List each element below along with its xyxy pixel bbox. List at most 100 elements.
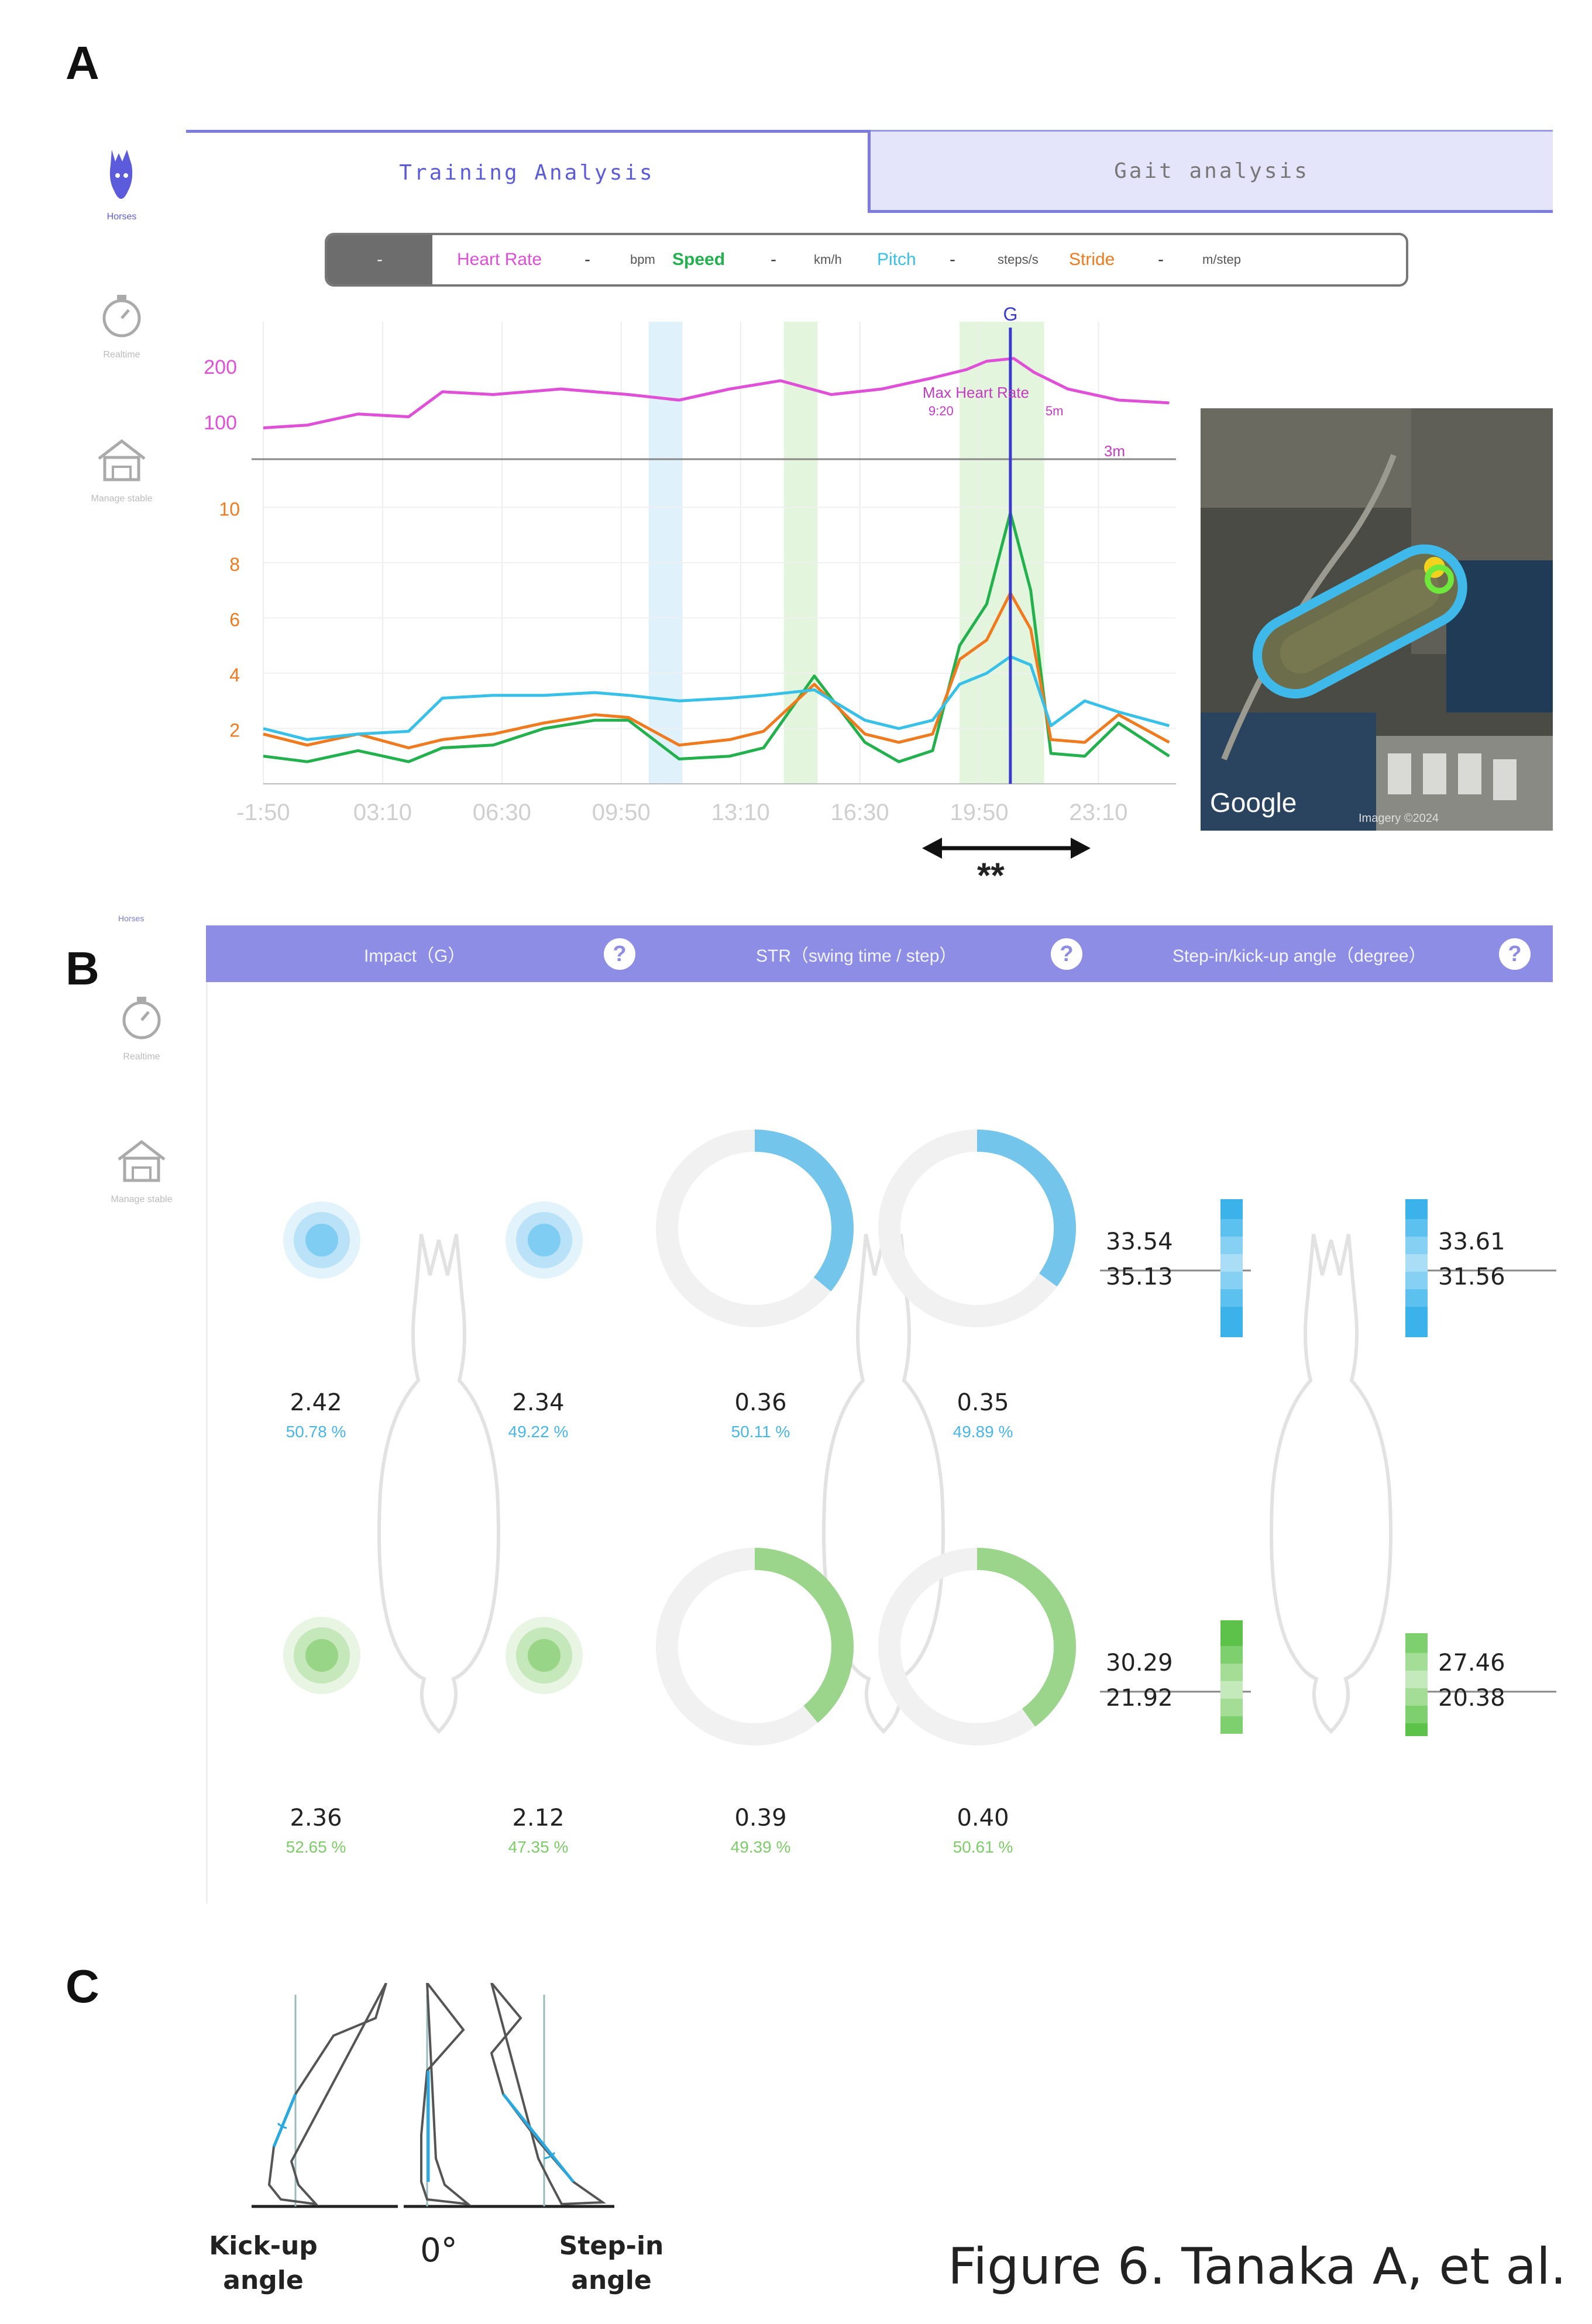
stride-unit: m/step <box>1202 252 1242 267</box>
horse-silhouette <box>822 1234 945 1734</box>
impact-help-icon[interactable]: ? <box>604 938 635 970</box>
x-tick-label: -1:50 <box>236 800 290 825</box>
map-attribution: Imagery ©2024 <box>1359 812 1439 825</box>
highlight-band-0 <box>648 322 683 784</box>
str-hind-left-ring-arc <box>754 1548 854 1723</box>
angle-front-left-top: 33.54 <box>1106 1228 1173 1255</box>
sidebar-item-realtime[interactable]: Realtime <box>69 292 174 360</box>
impact-front-right-pct: 49.22 % <box>508 1423 569 1441</box>
sidebar-item-manage-stable[interactable]: Manage stable <box>89 1137 194 1205</box>
heart-rate-value: - <box>584 250 590 269</box>
tab-gait-analysis[interactable]: Gait analysis <box>871 130 1553 213</box>
panel-label-b: B <box>66 942 99 994</box>
pitch-label: Pitch <box>877 250 916 269</box>
heart-rate-label: Heart Rate <box>457 250 542 269</box>
hr-annotation: 3m <box>1104 442 1125 460</box>
analysis-tabs: Training Analysis Gait analysis <box>186 130 1553 213</box>
impact-front-left-pct: 50.78 % <box>286 1423 346 1441</box>
pitch-value: - <box>950 250 955 269</box>
impact-front-left-marker <box>283 1201 360 1279</box>
angle-hind-left-top: 30.29 <box>1106 1650 1173 1676</box>
impact-front-left-value: 2.42 <box>290 1389 342 1416</box>
angle-front-left-bar <box>1220 1199 1243 1337</box>
x-tick-label: 09:50 <box>592 800 651 825</box>
sidebar-item-label: Horses <box>118 914 145 923</box>
hr-annotation: 5m <box>1046 404 1064 418</box>
speed-label: Speed <box>672 250 725 269</box>
str-front-right-pct: 49.89 % <box>953 1423 1013 1441</box>
horse-head-icon <box>69 147 174 208</box>
stopwatch-icon <box>69 292 174 346</box>
str-hind-right-pct: 50.61 % <box>953 1838 1013 1856</box>
sidebar-item-manage-stable[interactable]: Manage stable <box>69 436 174 504</box>
series-line-heart-rate <box>263 357 1170 429</box>
stable-icon <box>89 1137 194 1191</box>
hr-tick-label: 200 <box>204 356 237 378</box>
angle-help-icon[interactable]: ? <box>1499 938 1531 970</box>
x-tick-label: 13:10 <box>711 800 770 825</box>
sidebar-item-horses[interactable]: Horses <box>69 147 174 222</box>
y-tick-label: 2 <box>229 719 240 741</box>
range-arrow <box>922 838 1091 859</box>
impact-hind-right-pct: 47.35 % <box>508 1838 569 1856</box>
angle-hind-left-bar <box>1220 1620 1243 1734</box>
speed-value: - <box>771 250 776 269</box>
str-help-icon[interactable]: ? <box>1051 938 1082 970</box>
angle-header: Step-in/kick-up angle（degree） <box>1172 946 1426 966</box>
figure-caption: Figure 6. Tanaka A, et al. <box>948 2237 1567 2296</box>
stopwatch-icon <box>89 994 194 1048</box>
neutral-leg <box>404 1983 491 2208</box>
x-tick-label: 23:10 <box>1069 800 1127 825</box>
str-front-right-ring-arc <box>976 1130 1076 1287</box>
angle-hind-right-bar <box>1405 1633 1428 1736</box>
speed-unit: km/h <box>814 252 842 267</box>
str-front-left-pct: 50.11 % <box>731 1423 790 1441</box>
heart-rate-unit: bpm <box>630 252 655 267</box>
kickup-leg <box>252 1983 398 2208</box>
impact-hind-left-value: 2.36 <box>290 1805 342 1831</box>
x-tick-label: 19:50 <box>950 800 1008 825</box>
goal-marker-label: G <box>1003 304 1017 325</box>
x-tick-label: 16:30 <box>831 800 889 825</box>
tab-training-analysis[interactable]: Training Analysis <box>186 130 871 213</box>
y-tick-label: 10 <box>219 498 240 519</box>
impact-header: Impact（G） <box>364 946 466 966</box>
series-line-pitch <box>263 655 1170 741</box>
str-front-left-ring-arc <box>754 1130 854 1292</box>
x-tick-label: 03:10 <box>353 800 412 825</box>
y-tick-label: 6 <box>229 609 240 630</box>
angle-front-right-top: 33.61 <box>1438 1228 1505 1255</box>
x-tick-label: 06:30 <box>473 800 531 825</box>
metric-bar: - Heart Rate - bpm Speed - km/h Pitch - … <box>325 233 1408 287</box>
stepin-angle-label: Step-in angle <box>559 2231 664 2296</box>
horse-silhouette <box>1270 1234 1392 1734</box>
panel-label-c: C <box>66 1960 99 2012</box>
angle-bars <box>1100 1199 1556 1736</box>
str-front-left-value: 0.36 <box>734 1389 787 1416</box>
sidebar-item-label: Horses <box>106 212 137 222</box>
impact-hind-right-marker <box>506 1617 583 1694</box>
hr-annotation: Max Heart Rate <box>923 384 1029 401</box>
track-map[interactable]: Google Imagery ©2024 <box>1201 408 1553 831</box>
training-chart[interactable]: -1:50 03:10 06:30 09:50 13:10 16:30 19:50 23:10… <box>193 304 1188 848</box>
y-tick-label: 4 <box>229 665 240 686</box>
angle-front-right-bar <box>1405 1199 1428 1337</box>
series-line-stride <box>263 591 1170 749</box>
highlight-band-2 <box>960 322 1044 784</box>
map-google-label: Google <box>1210 787 1297 818</box>
sidebar-item-label: Manage stable <box>111 1194 173 1204</box>
sidebar-item-label: Realtime <box>123 1052 160 1062</box>
metric-selector[interactable]: - <box>327 235 432 284</box>
angle-front-right-bottom: 31.56 <box>1438 1263 1505 1290</box>
impact-hind-left-marker <box>283 1617 360 1694</box>
gait-frame <box>206 982 208 1903</box>
horse-silhouette <box>377 1234 500 1734</box>
stride-value: - <box>1158 250 1164 269</box>
angle-front-left-bottom: 35.13 <box>1106 1263 1173 1290</box>
highlight-band-1 <box>783 322 818 784</box>
pitch-unit: steps/s <box>998 252 1039 267</box>
hoof-angle-diagram <box>252 1983 614 2208</box>
impact-front-right-value: 2.34 <box>512 1389 565 1416</box>
impact-hind-left-pct: 52.65 % <box>286 1838 346 1856</box>
sidebar-item-realtime[interactable]: Realtime <box>89 994 194 1062</box>
